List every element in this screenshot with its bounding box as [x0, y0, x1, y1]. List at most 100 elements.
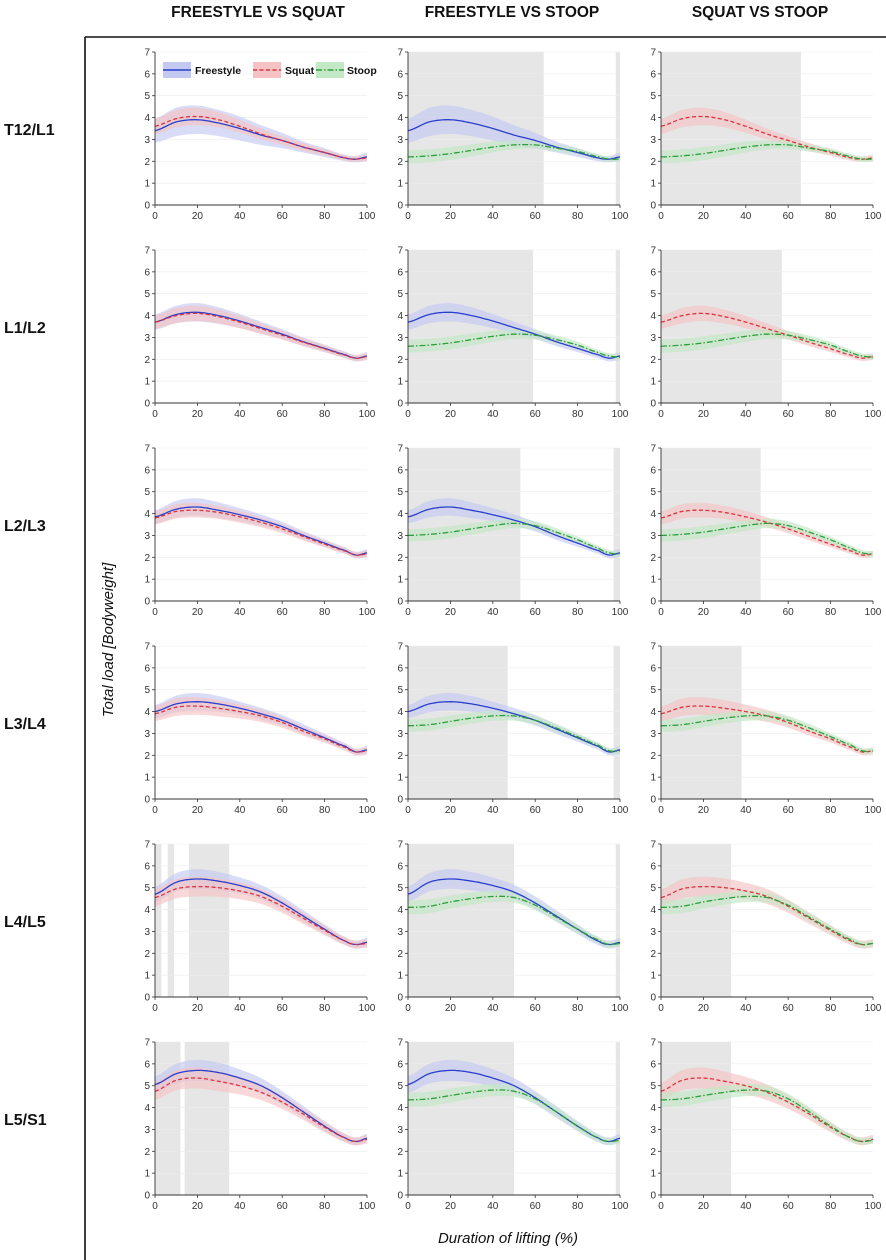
x-tick-label: 0 [405, 1003, 411, 1014]
y-tick-label: 0 [650, 1191, 656, 1202]
y-tick-label: 3 [650, 333, 656, 344]
panel-t12-l1-freestyle-vs-stoop: 0 1 2 3 4 5 6 7 0 20 40 60 80 100 [397, 48, 628, 223]
y-tick-label: 2 [397, 751, 403, 762]
y-tick-label: 7 [144, 48, 150, 59]
column-header-freestyle-vs-stoop: FREESTYLE VS STOOP [425, 4, 600, 21]
y-tick-label: 6 [144, 465, 150, 476]
y-tick-label: 2 [397, 157, 403, 168]
x-tick-label: 40 [234, 1003, 246, 1014]
band-stoop [661, 140, 873, 164]
x-tick-label: 0 [658, 805, 664, 816]
x-tick-label: 0 [405, 607, 411, 618]
x-axis-label: Duration of lifting (%) [438, 1230, 578, 1247]
line-stoop [661, 522, 874, 555]
x-tick-label: 20 [698, 409, 710, 420]
y-tick-label: 1 [144, 377, 150, 388]
x-tick-label: 80 [825, 211, 837, 222]
y-tick-label: 0 [397, 1191, 403, 1202]
band-freestyle [408, 693, 620, 756]
x-tick-label: 0 [658, 211, 664, 222]
x-tick-label: 20 [192, 211, 204, 222]
band-stoop [408, 1084, 620, 1145]
band-stoop [408, 329, 620, 360]
x-tick-label: 80 [572, 1003, 584, 1014]
line-squat [660, 509, 874, 556]
y-tick-label: 0 [144, 597, 150, 608]
y-tick-label: 1 [397, 377, 403, 388]
y-tick-label: 5 [144, 289, 150, 300]
x-tick-label: 40 [487, 805, 499, 816]
x-tick-label: 80 [825, 805, 837, 816]
significance-region [167, 844, 175, 997]
y-tick-label: 7 [144, 1038, 150, 1049]
y-tick-label: 2 [650, 751, 656, 762]
y-tick-label: 1 [650, 575, 656, 586]
line-freestyle [407, 119, 621, 160]
y-tick-label: 0 [144, 993, 150, 1004]
x-tick-label: 40 [487, 607, 499, 618]
band-freestyle [408, 869, 620, 949]
band-squat [155, 502, 367, 559]
x-tick-label: 40 [740, 409, 752, 420]
y-tick-label: 7 [397, 1038, 403, 1049]
y-tick-label: 0 [144, 201, 150, 212]
x-tick-label: 100 [865, 1003, 882, 1014]
y-tick-label: 1 [144, 773, 150, 784]
x-tick-label: 40 [740, 211, 752, 222]
y-tick-label: 5 [650, 1081, 656, 1092]
significance-region [615, 844, 620, 997]
line-stoop [408, 522, 621, 555]
y-tick-label: 3 [397, 531, 403, 542]
x-tick-label: 80 [572, 805, 584, 816]
x-tick-label: 40 [740, 805, 752, 816]
y-tick-label: 5 [144, 685, 150, 696]
x-tick-label: 20 [192, 1003, 204, 1014]
x-tick-label: 0 [405, 211, 411, 222]
y-tick-label: 5 [650, 91, 656, 102]
x-tick-label: 20 [445, 1201, 457, 1212]
row-label-l2-l3: L2/L3 [4, 518, 46, 535]
line-squat [154, 885, 368, 946]
x-tick-label: 100 [865, 409, 882, 420]
y-tick-label: 0 [650, 597, 656, 608]
band-stoop [661, 1084, 873, 1145]
panel-l1-l2-squat-vs-stoop: 0 1 2 3 4 5 6 7 0 20 40 60 80 100 [650, 246, 881, 421]
y-tick-label: 2 [650, 1147, 656, 1158]
panel-l4-l5-freestyle-vs-squat: 0 1 2 3 4 5 6 7 0 20 40 60 80 100 [144, 840, 375, 1015]
y-tick-label: 1 [144, 179, 150, 190]
y-tick-label: 6 [650, 861, 656, 872]
y-tick-label: 3 [650, 927, 656, 938]
line-squat [154, 705, 368, 753]
y-tick-label: 6 [650, 663, 656, 674]
band-squat [155, 305, 367, 362]
x-tick-label: 80 [825, 1003, 837, 1014]
y-tick-label: 6 [397, 69, 403, 80]
y-tick-label: 7 [650, 444, 656, 455]
y-tick-label: 5 [397, 1081, 403, 1092]
y-axis-label: Total load [Bodyweight] [100, 562, 117, 717]
x-tick-label: 60 [530, 607, 542, 618]
y-tick-label: 0 [144, 1191, 150, 1202]
y-tick-label: 6 [144, 663, 150, 674]
x-tick-label: 20 [192, 805, 204, 816]
x-tick-label: 20 [445, 607, 457, 618]
y-tick-label: 7 [397, 48, 403, 59]
column-header-squat-vs-stoop: SQUAT VS STOOP [692, 4, 828, 21]
legend-label-squat: Squat [285, 65, 315, 77]
line-stoop [661, 1089, 874, 1143]
band-squat [155, 1067, 367, 1146]
x-tick-label: 100 [612, 1201, 629, 1212]
y-tick-label: 3 [144, 135, 150, 146]
line-freestyle [154, 506, 368, 556]
y-tick-label: 7 [650, 246, 656, 257]
y-tick-label: 4 [650, 905, 656, 916]
y-tick-label: 4 [650, 509, 656, 520]
y-tick-label: 4 [397, 113, 403, 124]
y-tick-label: 4 [144, 113, 150, 124]
y-tick-label: 1 [397, 575, 403, 586]
y-tick-label: 6 [144, 69, 150, 80]
y-tick-label: 7 [144, 642, 150, 653]
x-tick-label: 80 [319, 409, 331, 420]
y-tick-label: 3 [397, 927, 403, 938]
x-tick-label: 60 [277, 211, 289, 222]
